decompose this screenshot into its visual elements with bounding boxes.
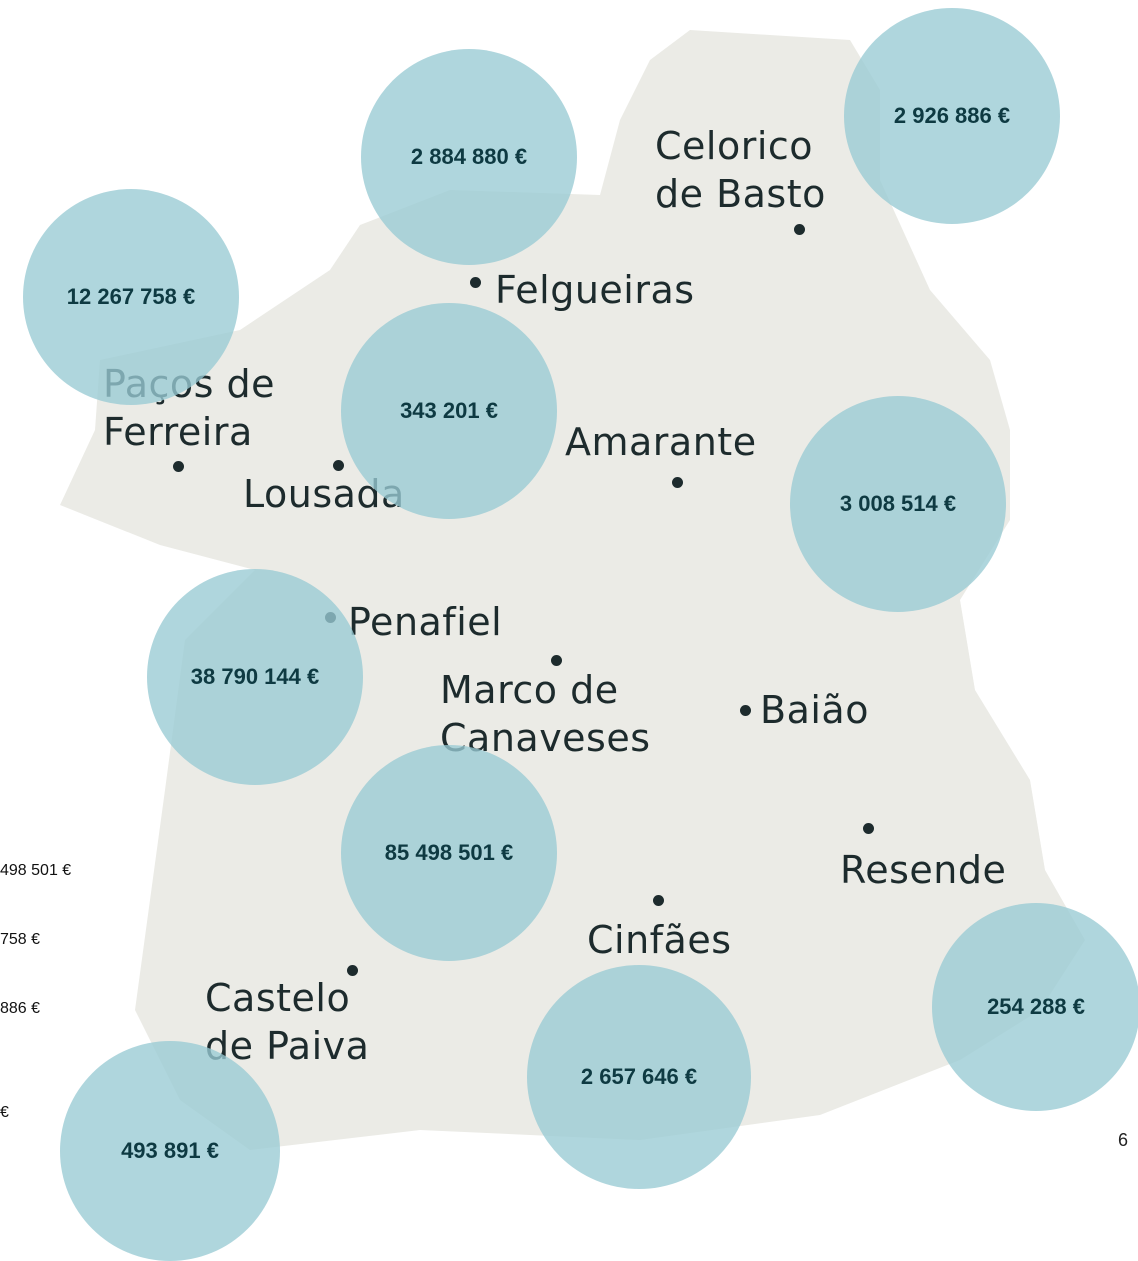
place-dot: [671, 476, 683, 488]
bubble-value: 3 008 514 €: [839, 491, 957, 516]
bubble-value: 493 891 €: [121, 1138, 219, 1163]
side-label: 886 €: [0, 1000, 41, 1017]
place-label: de Basto: [655, 172, 826, 216]
place-label: Penafiel: [348, 600, 503, 644]
side-label: €: [0, 1104, 9, 1121]
bubble-value: 254 288 €: [987, 994, 1085, 1019]
value-bubble: 85 498 501 €: [341, 745, 557, 961]
place-label: Castelo: [205, 976, 351, 1020]
side-label: 498 501 €: [0, 862, 72, 879]
bubble-value: 343 201 €: [400, 398, 498, 423]
place-dot: [346, 964, 358, 976]
place-dot: [652, 894, 664, 906]
value-bubble: 2 884 880 €: [361, 49, 577, 265]
place-dot: [332, 459, 344, 471]
bubble-value: 2 926 886 €: [893, 103, 1011, 128]
value-bubble: 254 288 €: [932, 903, 1138, 1111]
bubble-value: 12 267 758 €: [66, 284, 196, 309]
side-label: 758 €: [0, 931, 41, 948]
value-bubble: 2 657 646 €: [527, 965, 751, 1189]
place-dot: [469, 276, 481, 288]
value-bubble: 3 008 514 €: [790, 396, 1006, 612]
map: [60, 30, 1085, 1150]
bubble-value: 2 657 646 €: [580, 1064, 698, 1089]
place-label: Resende: [840, 848, 1007, 892]
page-number: 6: [1118, 1130, 1129, 1150]
place-label: Felgueiras: [495, 268, 695, 312]
place-dot: [550, 654, 562, 666]
value-bubble: 493 891 €: [60, 1041, 280, 1261]
place-label: Amarante: [565, 420, 757, 464]
place-label: Baião: [760, 688, 869, 732]
place-dot: [793, 223, 805, 235]
place-dot: [172, 460, 184, 472]
place-dot: [739, 704, 751, 716]
slide: {"places": [ {"lines": ["Celorico", "de …: [0, 8, 1138, 1261]
place-label: Cinfães: [587, 918, 732, 962]
bubble-value: 85 498 501 €: [384, 840, 514, 865]
place-dot: [862, 822, 874, 834]
place-label: Celorico: [655, 124, 814, 168]
bubble-value: 2 884 880 €: [410, 144, 528, 169]
value-bubble: 343 201 €: [341, 303, 557, 519]
value-bubble: 38 790 144 €: [147, 569, 363, 785]
value-bubble: 12 267 758 €: [23, 189, 239, 405]
value-bubble: 2 926 886 €: [844, 8, 1060, 224]
place-label: Ferreira: [103, 410, 253, 454]
place-label: Marco de: [440, 668, 619, 712]
region-shape: [60, 30, 1085, 1150]
bubble-value: 38 790 144 €: [190, 664, 320, 689]
